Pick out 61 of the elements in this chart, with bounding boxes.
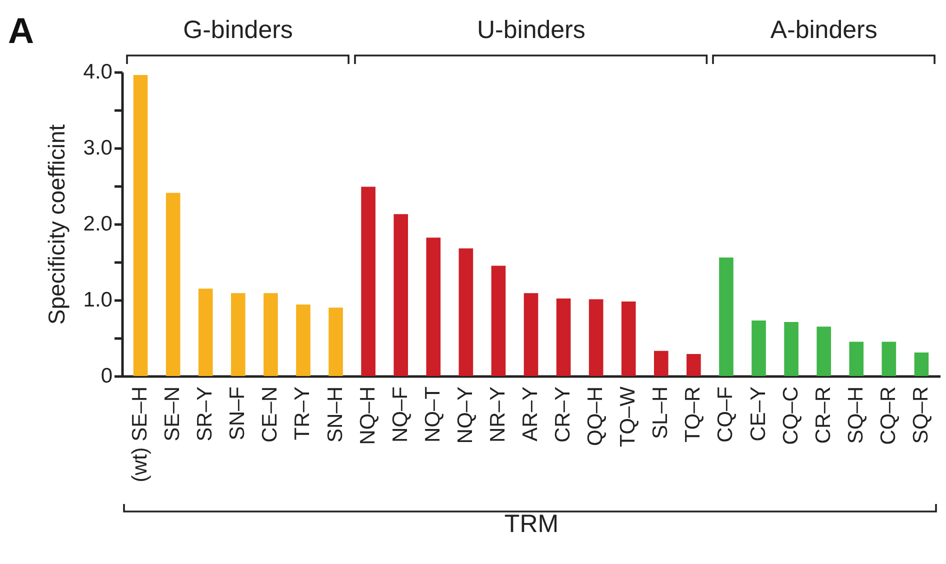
x-tick-label: QQ–H [584, 386, 608, 446]
x-tick-label: SQ–R [909, 386, 932, 444]
bar [198, 288, 213, 376]
bar [784, 322, 798, 376]
text: U-binders [477, 16, 586, 45]
bar [361, 186, 376, 376]
x-tick-label: SR–Y [194, 386, 217, 442]
bar [524, 293, 538, 376]
x-tick-label: TQ–W [616, 386, 640, 448]
y-tick-label: 2.0 [83, 212, 112, 236]
bar [394, 214, 408, 376]
x-tick-label: NQ–Y [454, 386, 477, 444]
x-tick-label: CQ–C [779, 386, 802, 445]
bar [328, 308, 343, 376]
bar [654, 350, 668, 376]
bar [458, 248, 474, 376]
x-tick-label: NQ–T [421, 386, 444, 443]
x-tick-label: AR–Y [519, 386, 542, 442]
x-tick-label: CQ–R [876, 386, 900, 445]
bar [264, 293, 278, 376]
x-tick-label: SN–H [324, 386, 347, 443]
bar [849, 342, 864, 376]
x-tick-label: NR–Y [486, 386, 510, 443]
bar [686, 354, 701, 376]
text: A [8, 10, 34, 52]
bar [816, 326, 831, 376]
x-tick-label: SL–H [649, 386, 672, 440]
bar [588, 299, 604, 376]
bar [133, 75, 148, 376]
y-tick-label: 1.0 [83, 288, 112, 312]
x-tick-label: CE–N [258, 386, 282, 443]
bar [296, 304, 310, 376]
y-tick-label: 4.0 [83, 60, 112, 84]
x-tick-label: SN–F [226, 386, 250, 440]
x-tick-label: NQ–H [356, 386, 380, 445]
x-axis-title: TRM [504, 510, 559, 538]
text: A-binders [770, 16, 878, 45]
bar [621, 302, 636, 376]
x-tick-label: CR–R [812, 386, 835, 444]
x-tick-label: TR–Y [291, 386, 314, 440]
x-tick-label: TQ–R [682, 386, 705, 443]
x-tick-label: CE–Y [746, 386, 770, 442]
bar [491, 266, 506, 376]
bar [231, 293, 246, 376]
y-axis-title: Specificity coefficint [43, 124, 70, 325]
bar [914, 352, 929, 376]
text: G-binders [183, 16, 293, 45]
bar [882, 342, 896, 376]
bar [556, 298, 571, 376]
x-tick-label: CR–Y [552, 386, 575, 443]
y-tick-label: 0 [100, 364, 112, 388]
bar [426, 238, 441, 376]
x-tick-label: NQ–F [388, 386, 412, 443]
x-tick-label: (wt) SE–H [128, 386, 152, 482]
x-tick-label: SE–N [161, 386, 184, 442]
bar [752, 320, 766, 376]
y-tick-label: 3.0 [83, 136, 112, 160]
bar [166, 192, 180, 376]
x-tick-label: SQ–H [844, 386, 868, 444]
x-tick-label: CQ–F [714, 386, 738, 443]
bar [719, 257, 734, 376]
